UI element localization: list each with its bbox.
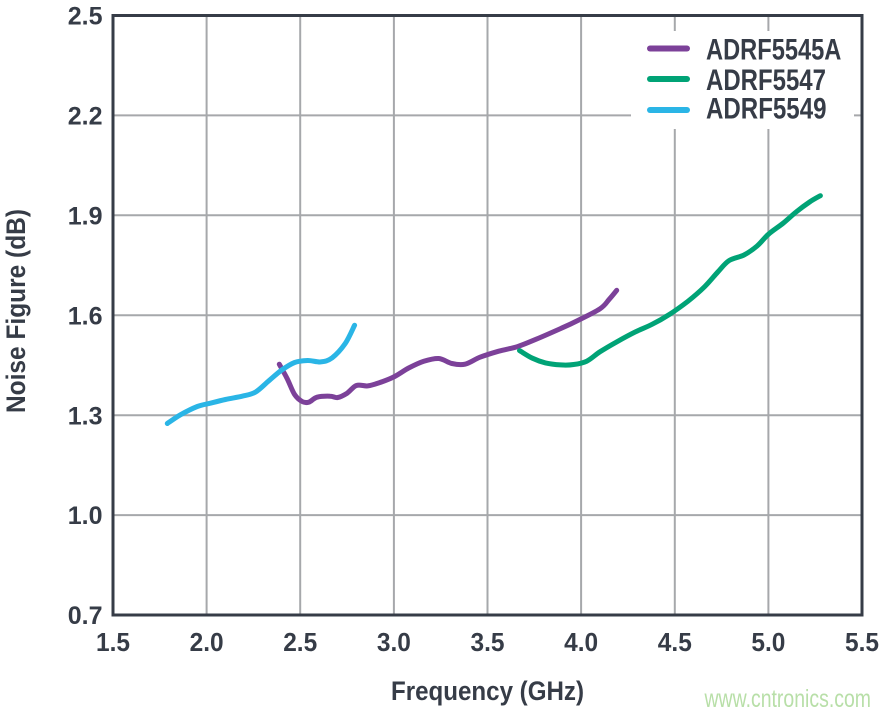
svg-text:Frequency (GHz): Frequency (GHz) [391, 676, 584, 706]
svg-text:1.9: 1.9 [68, 202, 103, 230]
svg-text:2.5: 2.5 [283, 627, 317, 657]
svg-text:3.5: 3.5 [471, 627, 505, 657]
svg-text:4.5: 4.5 [658, 627, 692, 657]
svg-text:ADRF5547: ADRF5547 [706, 64, 826, 97]
svg-text:2.5: 2.5 [68, 3, 103, 31]
svg-text:1.3: 1.3 [68, 402, 103, 430]
svg-text:1.0: 1.0 [68, 502, 103, 530]
svg-text:Noise Figure (dB): Noise Figure (dB) [1, 209, 31, 413]
svg-text:2.2: 2.2 [68, 103, 103, 131]
svg-text:0.7: 0.7 [68, 602, 103, 630]
svg-text:2.0: 2.0 [190, 627, 224, 657]
svg-text:3.0: 3.0 [377, 627, 411, 657]
svg-text:ADRF5545A: ADRF5545A [706, 33, 841, 66]
svg-text:5.5: 5.5 [845, 627, 879, 657]
svg-text:www.cntronics.com: www.cntronics.com [704, 685, 871, 713]
svg-text:1.5: 1.5 [96, 627, 130, 657]
svg-text:ADRF5549: ADRF5549 [706, 92, 827, 125]
svg-text:4.0: 4.0 [564, 627, 598, 657]
svg-text:1.6: 1.6 [68, 302, 103, 330]
svg-text:5.0: 5.0 [751, 627, 785, 657]
